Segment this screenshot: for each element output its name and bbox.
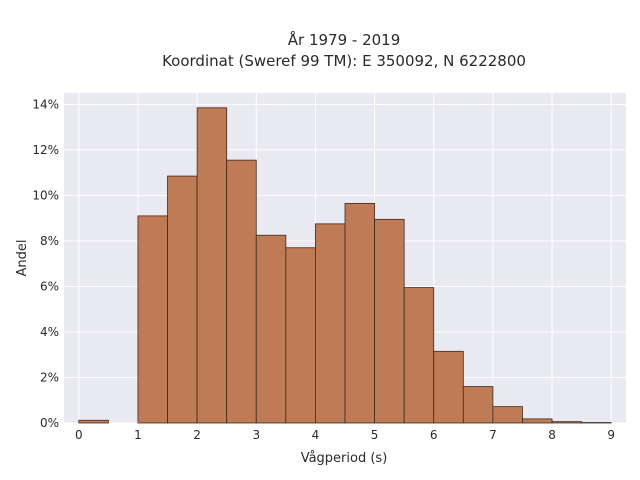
histogram-bar bbox=[315, 223, 346, 424]
chart-title: År 1979 - 2019 Koordinat (Sweref 99 TM):… bbox=[162, 30, 526, 70]
histogram-bar bbox=[226, 159, 257, 424]
x-tick-label: 7 bbox=[489, 428, 497, 442]
y-tick-label: 6% bbox=[40, 279, 59, 293]
y-tick-label: 2% bbox=[40, 370, 59, 384]
histogram-bar bbox=[551, 421, 583, 424]
x-axis-label: Vågperiod (s) bbox=[301, 451, 388, 466]
x-tick-label: 8 bbox=[548, 428, 556, 442]
histogram-bar bbox=[433, 350, 464, 424]
x-axis-ticks: 0 1 2 3 4 5 6 7 8 9 bbox=[75, 428, 615, 442]
histogram-bar bbox=[374, 218, 405, 424]
histogram-bar bbox=[462, 386, 494, 424]
y-tick-label: 0% bbox=[40, 416, 59, 430]
y-axis-ticks: 0% 2% 4% 6% 8% 10% 12% 14% bbox=[32, 97, 59, 430]
chart-title-line-2: Koordinat (Sweref 99 TM): E 350092, N 62… bbox=[162, 52, 526, 70]
histogram-bar bbox=[403, 287, 435, 424]
x-tick-label: 4 bbox=[312, 428, 320, 442]
x-tick-label: 0 bbox=[75, 428, 83, 442]
histogram-bar bbox=[137, 215, 168, 424]
x-tick-label: 6 bbox=[430, 428, 438, 442]
histogram-bar bbox=[344, 202, 375, 424]
y-tick-label: 4% bbox=[40, 325, 59, 339]
histogram-bar bbox=[522, 418, 553, 424]
x-tick-label: 2 bbox=[193, 428, 201, 442]
y-tick-label: 12% bbox=[32, 143, 59, 157]
histogram-bar bbox=[167, 175, 198, 424]
histogram-bar bbox=[255, 234, 287, 424]
y-axis-label: Andel bbox=[15, 240, 30, 277]
histogram-bar bbox=[285, 247, 316, 424]
x-tick-label: 1 bbox=[134, 428, 142, 442]
x-tick-label: 5 bbox=[371, 428, 379, 442]
histogram-bar bbox=[196, 107, 228, 424]
y-tick-label: 8% bbox=[40, 234, 59, 248]
histogram-bar bbox=[78, 419, 109, 424]
chart-title-line-1: År 1979 - 2019 bbox=[288, 30, 401, 49]
y-tick-label: 10% bbox=[32, 188, 59, 202]
histogram-bar bbox=[492, 406, 523, 424]
histogram-bars bbox=[78, 107, 612, 424]
y-tick-label: 14% bbox=[32, 97, 59, 111]
x-tick-label: 3 bbox=[252, 428, 260, 442]
x-tick-label: 9 bbox=[607, 428, 615, 442]
